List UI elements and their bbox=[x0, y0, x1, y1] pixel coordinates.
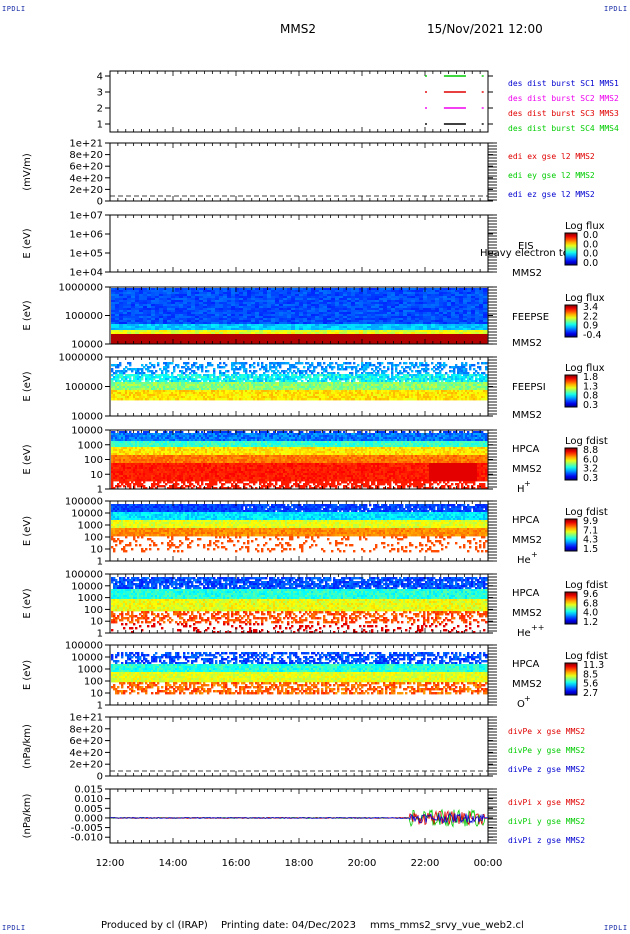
heatmap-cell bbox=[303, 366, 305, 368]
legend-burst-4: des dist burst SC4 MMS4 bbox=[508, 124, 619, 133]
y-tick-label: 2e+20 bbox=[69, 185, 103, 196]
heatmap-cell bbox=[245, 362, 247, 364]
heatmap-cell bbox=[201, 370, 203, 372]
heatmap-cell bbox=[155, 370, 157, 372]
heatmap-cell bbox=[141, 378, 143, 380]
heatmap-cell bbox=[313, 370, 315, 372]
y-tick-label: 1e+07 bbox=[69, 211, 103, 222]
mms-summary-plot: IPDLI IPDLI IPDLI IPDLI MMS2 15/Nov/2021… bbox=[0, 0, 630, 934]
legend-burst-3: des dist burst SC3 MMS3 bbox=[508, 109, 619, 118]
heatmap-cell bbox=[225, 364, 227, 366]
instrument-spacecraft: MMS2 bbox=[512, 338, 542, 349]
y-tick-label: 3 bbox=[97, 88, 103, 99]
y-tick-label: 1e+21 bbox=[69, 139, 103, 150]
colorbar-rect bbox=[565, 305, 577, 337]
heatmap-cell bbox=[173, 370, 175, 372]
heatmap-cell bbox=[257, 364, 259, 366]
heatmap-cell bbox=[171, 362, 173, 364]
heatmap-cell bbox=[331, 362, 333, 364]
plot-canvas: 4 3 2 1 des dist burst SC1 MMS1 des dist burs… bbox=[0, 0, 630, 934]
legend-burst-1: des dist burst SC1 MMS1 bbox=[508, 79, 619, 88]
heatmap-cell bbox=[219, 362, 221, 364]
panel-frame-2 bbox=[110, 215, 488, 272]
heatmap-cell bbox=[255, 370, 257, 372]
heatmap-cell bbox=[157, 364, 159, 366]
instrument-label: FEEPSE bbox=[512, 312, 549, 323]
y-axis-label: (mV/m) bbox=[22, 153, 33, 191]
colorbar-rect bbox=[565, 233, 577, 265]
heatmap-cell bbox=[279, 366, 281, 368]
y-tick-label: 0 bbox=[97, 197, 103, 208]
legend-burst-2: des dist burst SC2 MMS2 bbox=[508, 94, 619, 103]
instrument-spacecraft: MMS2 bbox=[512, 268, 542, 279]
heatmap-cell bbox=[177, 366, 179, 368]
y-tick-label: 1e+06 bbox=[69, 230, 103, 241]
legend-entry: edi ey gse l2 MMS2 bbox=[508, 171, 595, 180]
heatmap-cell bbox=[253, 362, 255, 364]
colorbar-tick: -0.4 bbox=[583, 330, 602, 341]
y-tick-label: 4 bbox=[97, 72, 103, 83]
y-tick-label: 10000 bbox=[71, 340, 103, 351]
heatmap-cells bbox=[111, 288, 487, 344]
panel-frame-0 bbox=[110, 71, 488, 132]
heatmap-cell bbox=[227, 370, 229, 372]
legend-entry: edi ex gse l2 MMS2 bbox=[508, 152, 595, 161]
overlay-text: Heavy electron to bbox=[480, 248, 569, 259]
y-tick-label: 8e+20 bbox=[69, 150, 103, 161]
y-tick-label: 100000 bbox=[65, 311, 103, 322]
heatmap-cell bbox=[187, 362, 189, 364]
colorbar-tick: 0.0 bbox=[583, 258, 598, 269]
y-tick-label: 1000000 bbox=[58, 283, 103, 294]
heatmap-cell bbox=[207, 370, 209, 372]
y-tick-label: 6e+20 bbox=[69, 162, 103, 173]
y-tick-label: 1 bbox=[97, 120, 103, 131]
y-axis-label: E (eV) bbox=[22, 228, 33, 258]
heatmap-cell bbox=[253, 366, 255, 368]
legend-entry: edi ez gse l2 MMS2 bbox=[508, 190, 595, 199]
heatmap-cell bbox=[333, 366, 335, 368]
heatmap-cell bbox=[129, 364, 131, 366]
heatmap-cells bbox=[111, 362, 487, 400]
panel-frame-1 bbox=[110, 143, 488, 201]
heatmap-cell bbox=[195, 362, 197, 364]
y-tick-label: 4e+20 bbox=[69, 173, 103, 184]
heatmap-cell bbox=[153, 366, 155, 368]
heatmap-cell bbox=[167, 370, 169, 372]
heatmap-cell bbox=[323, 362, 325, 364]
heatmap-cell bbox=[119, 364, 121, 366]
y-tick-label: 1e+04 bbox=[69, 268, 103, 279]
y-axis-label: E (eV) bbox=[22, 300, 33, 330]
y-tick-label: 2 bbox=[97, 104, 103, 115]
heatmap-cell bbox=[301, 362, 303, 364]
heatmap-cell bbox=[167, 366, 169, 368]
y-tick-label: 1e+05 bbox=[69, 249, 103, 260]
heatmap-cell bbox=[211, 364, 213, 366]
